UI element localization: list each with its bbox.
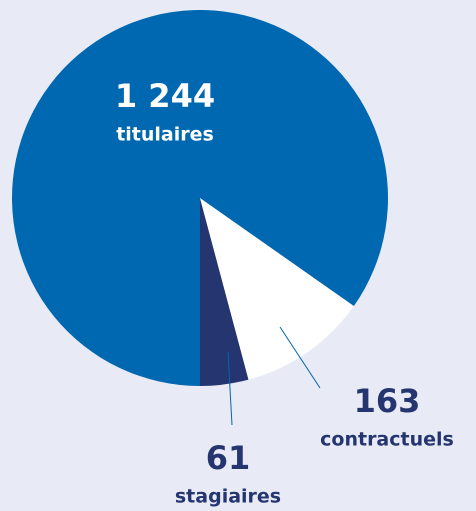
- category-label: contractuels: [320, 429, 454, 451]
- leader-line: [227, 351, 233, 426]
- category-label: stagiaires: [175, 486, 281, 508]
- pie: [11, 9, 389, 386]
- slice: [200, 198, 249, 386]
- leader-line: [279, 326, 321, 389]
- slice: [11, 9, 389, 386]
- value-label: 1 244: [115, 77, 215, 115]
- value-label: 163: [354, 382, 421, 420]
- category-label: titulaires: [116, 124, 214, 146]
- value-label: 61: [206, 439, 251, 477]
- slice: [200, 198, 354, 380]
